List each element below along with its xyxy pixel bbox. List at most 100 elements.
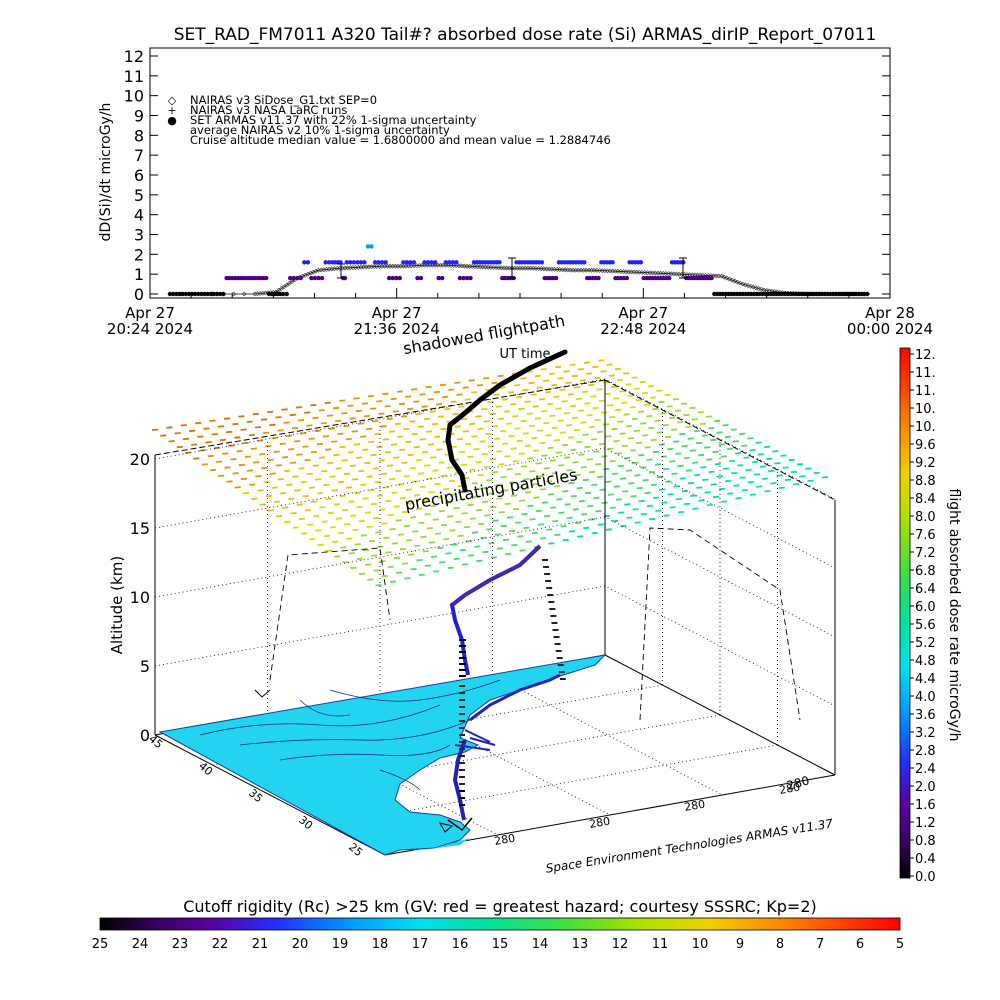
precip-dash [341, 459, 348, 462]
precip-dash [623, 372, 630, 375]
precip-dash [160, 434, 167, 437]
precip-dash [319, 506, 326, 509]
precip-dash [673, 485, 680, 488]
precip-dash [333, 406, 340, 410]
projection-tick [254, 689, 271, 698]
precip-dash [594, 418, 601, 421]
colorbar-bottom-tick-label: 21 [252, 937, 269, 952]
precip-dash [483, 466, 490, 469]
precip-dash [710, 438, 717, 442]
precip-dash [611, 472, 618, 475]
model-point [602, 268, 608, 274]
precip-dash [304, 411, 311, 414]
precip-dash [813, 471, 820, 475]
precip-dash [510, 403, 517, 406]
precip-dash [498, 463, 505, 466]
legend-entry: NAIRAS v3 SiDose_G1.txt SEP=0 [190, 93, 377, 107]
precip-dash [774, 462, 781, 465]
model-point [663, 271, 669, 276]
model-point [713, 273, 719, 279]
armas-point [351, 260, 356, 265]
precip-dash [621, 444, 628, 447]
precip-dash [797, 463, 804, 466]
precip-dash [623, 413, 630, 416]
armas-point [205, 291, 210, 297]
precip-dash [626, 516, 633, 519]
colorbar-right-tick-label: 0.0 [915, 870, 936, 885]
precip-dash [448, 388, 455, 391]
precip-dash [277, 478, 285, 481]
precip-dash [500, 476, 507, 479]
precip-dash [286, 483, 293, 486]
precip-dash [555, 407, 562, 410]
precip-dash [271, 486, 278, 489]
model-point [578, 267, 584, 273]
precip-dash [620, 524, 627, 528]
precip-dash [432, 469, 439, 472]
precip-dash [590, 395, 597, 398]
precip-dash [517, 535, 524, 538]
precip-dash [614, 367, 622, 371]
precip-dash [617, 378, 624, 382]
model-point [392, 263, 398, 269]
precip-dash [574, 474, 581, 477]
model-point [382, 263, 388, 269]
precip-dash [666, 405, 673, 408]
precip-dash [656, 431, 663, 434]
precip-dash [557, 419, 564, 422]
armas-point [624, 275, 629, 281]
shadowed-flightpath [445, 349, 568, 493]
precip-dash [554, 533, 561, 536]
precip-dash [333, 453, 340, 457]
precip-dash [611, 427, 618, 431]
precip-dash [349, 417, 356, 420]
precip-dash [519, 549, 526, 552]
precip-dash [718, 487, 726, 491]
precip-dash [642, 479, 649, 482]
armas-point [218, 291, 223, 297]
precip-dash [253, 461, 260, 464]
precip-dash [269, 472, 276, 475]
precip-dash [329, 526, 336, 529]
precip-dash [730, 428, 737, 431]
precip-dash [574, 428, 581, 432]
precip-dash [605, 480, 612, 483]
precip-dash [550, 506, 557, 509]
precip-dash [378, 412, 385, 415]
precip-dash [528, 381, 535, 385]
lon-right-tick: 280 [785, 773, 811, 792]
precip-dash [413, 400, 420, 403]
model-point [586, 267, 592, 273]
precip-dash [547, 493, 555, 496]
precip-dash [603, 467, 610, 471]
colorbar-bottom-tick-label: 14 [532, 937, 549, 952]
precip-dash [302, 495, 309, 498]
model-point [591, 267, 597, 273]
precip-dash [598, 359, 605, 362]
model-series-line [170, 264, 870, 295]
precip-dash [543, 514, 551, 518]
model-point [644, 270, 650, 276]
armas-point [319, 275, 325, 281]
precip-dash [259, 453, 266, 456]
precip-dash [566, 469, 573, 472]
precip-dash [714, 463, 721, 466]
precip-dash [370, 453, 377, 457]
precip-dash [496, 497, 503, 500]
precip-dash [764, 490, 771, 493]
precip-dash [456, 393, 463, 396]
precip-dash [399, 448, 406, 451]
precip-dash [705, 415, 713, 418]
precip-dash [624, 503, 631, 506]
precip-dash [226, 480, 233, 483]
precip-dash [223, 417, 231, 420]
precip-dash [488, 542, 495, 545]
precip-dash [659, 488, 666, 491]
precip-dash [667, 447, 674, 451]
precip-dash [541, 454, 548, 457]
precip-dash [252, 412, 259, 416]
precip-dash [462, 386, 469, 389]
precip-dash [669, 506, 676, 509]
